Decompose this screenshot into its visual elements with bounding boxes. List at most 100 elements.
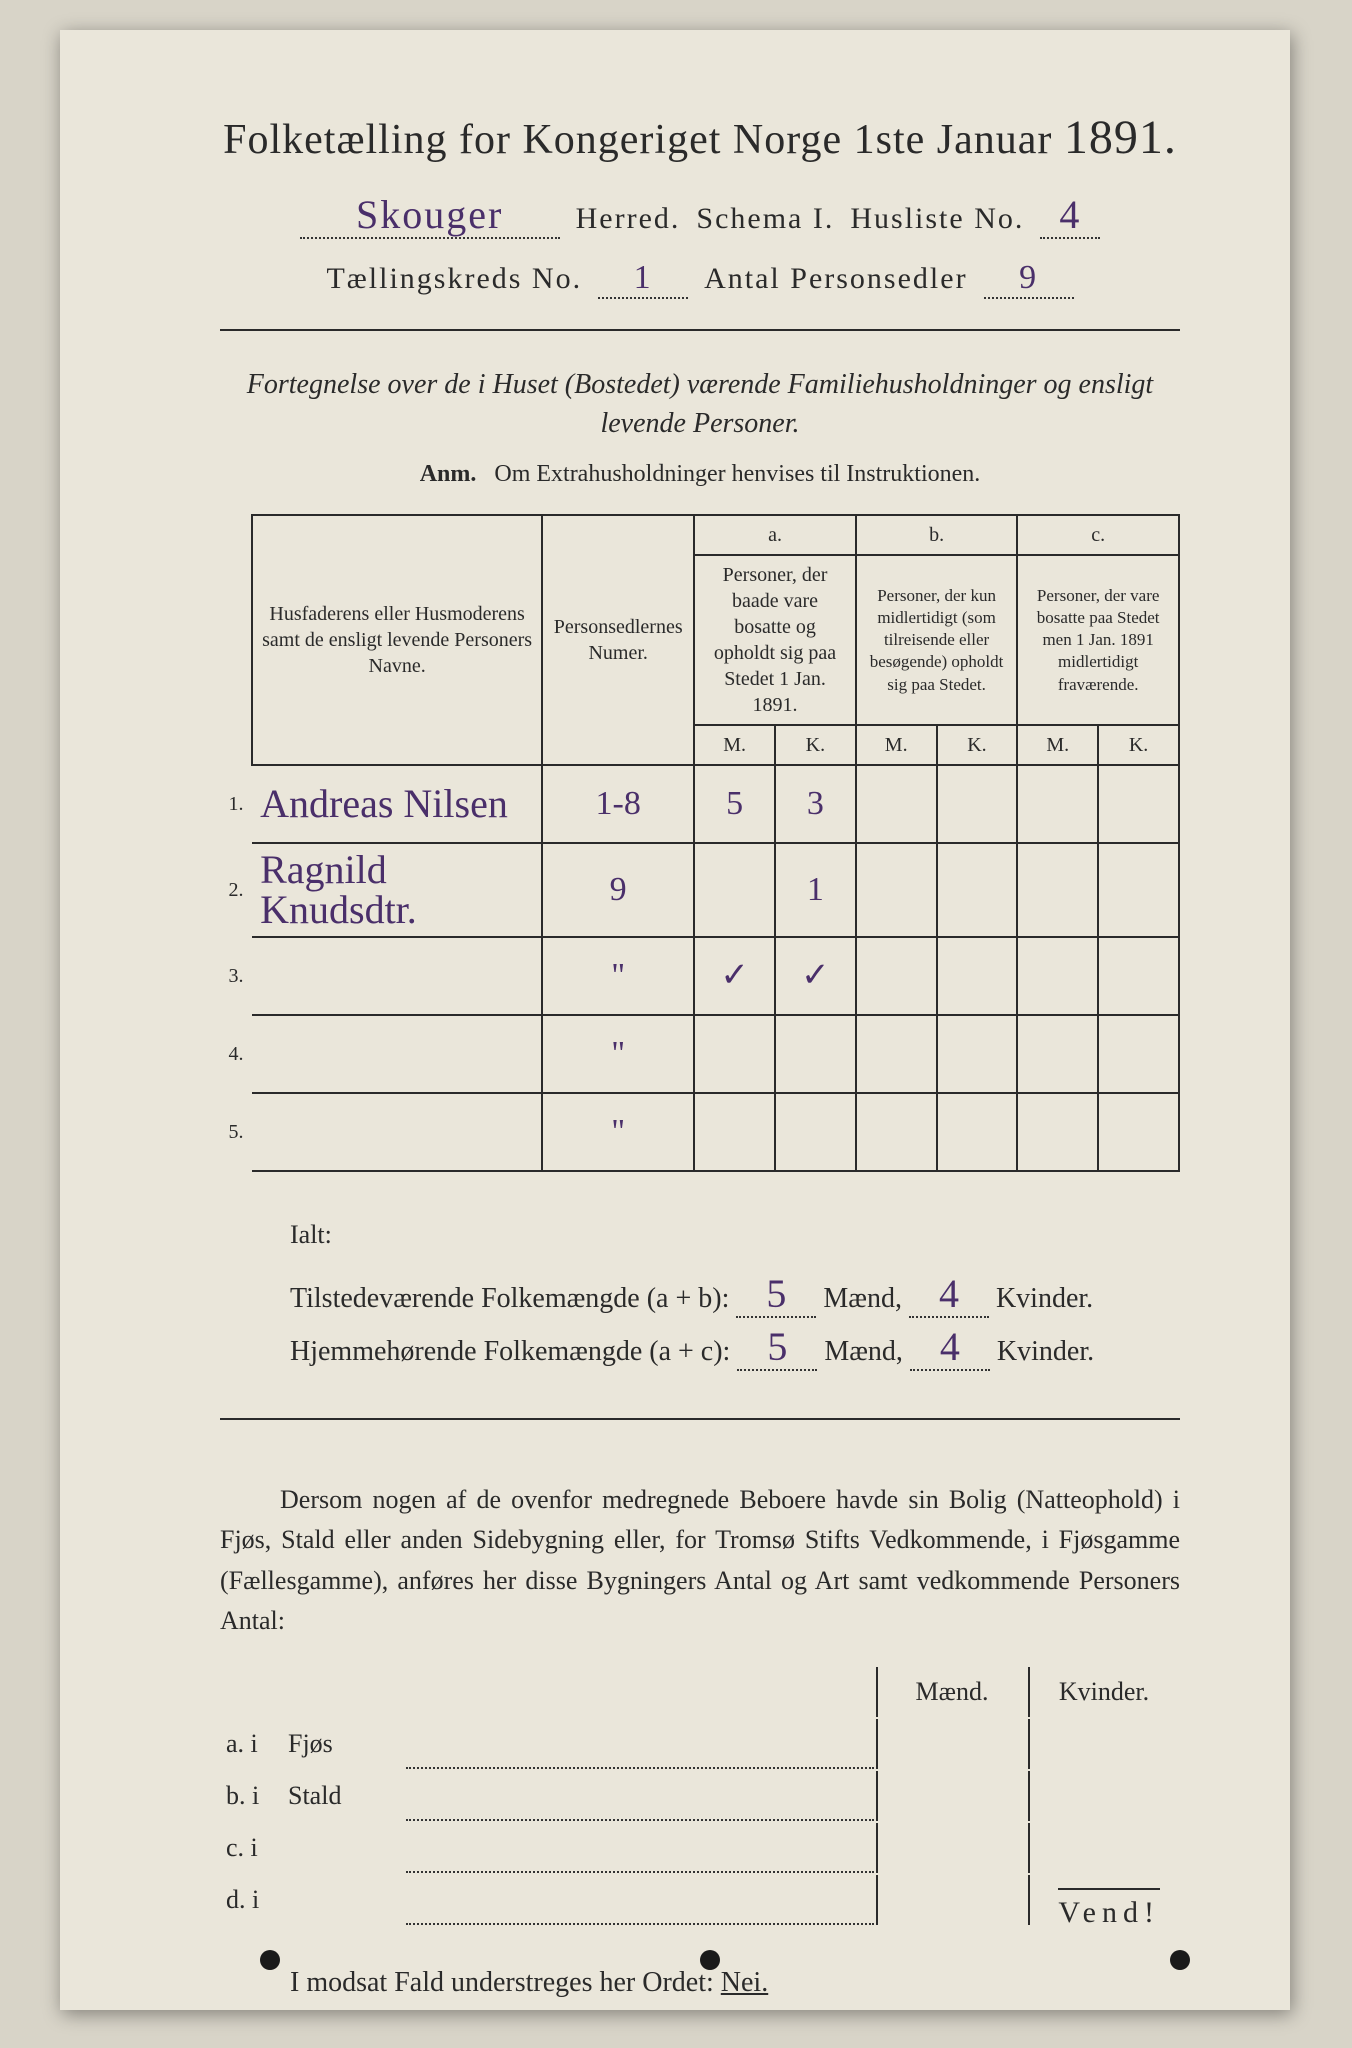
kvinder-label-2: Kvinder. — [997, 1336, 1094, 1367]
sec-head-k: Kvinder. — [1028, 1667, 1178, 1717]
b-m-cell — [856, 1015, 937, 1093]
b-m-cell — [856, 843, 937, 937]
kreds-label: Tællingskreds No. — [326, 262, 582, 296]
tilstede-line: Tilstedeværende Folkemængde (a + b): 5 M… — [290, 1272, 1180, 1325]
totals-block: Ialt: Tilstedeværende Folkemængde (a + b… — [220, 1210, 1180, 1378]
b-k-cell — [937, 765, 1018, 843]
col-b-k: K. — [937, 725, 1018, 765]
secondary-row: a. iFjøs — [222, 1719, 1178, 1769]
sec-m-cell — [876, 1823, 1026, 1873]
antal-handwritten: 9 — [984, 261, 1074, 299]
a-k-cell: ✓ — [775, 937, 856, 1015]
col-header-c: Personer, der vare bosatte paa Stedet me… — [1017, 555, 1179, 725]
c-k-cell — [1098, 1015, 1179, 1093]
nums-handwritten: 9 — [610, 871, 627, 908]
divider-2 — [220, 1418, 1180, 1420]
table-row: 4." — [220, 1015, 1179, 1093]
sec-type: Stald — [284, 1771, 404, 1821]
tilstede-label: Tilstedeværende Folkemængde (a + b): — [290, 1283, 729, 1314]
col-c-m: M. — [1017, 725, 1098, 765]
col-c-top: c. — [1017, 515, 1179, 555]
title-year: 1891. — [1064, 111, 1177, 164]
punch-hole — [1170, 1950, 1190, 1970]
herred-label: Herred. — [576, 202, 681, 236]
a-m-cell — [694, 1093, 775, 1171]
intro-line1: Fortegnelse over de i Huset (Bostedet) v… — [247, 369, 1153, 400]
kreds-handwritten: 1 — [598, 261, 688, 299]
name-cell — [252, 1093, 542, 1171]
sec-k-cell — [1028, 1771, 1178, 1821]
sec-m-cell — [876, 1771, 1026, 1821]
tilstede-m: 5 — [736, 1274, 816, 1318]
b-k-cell — [937, 843, 1018, 937]
sec-type: Fjøs — [284, 1719, 404, 1769]
a-k-cell — [775, 1015, 856, 1093]
c-k-cell — [1098, 1093, 1179, 1171]
page-title: Folketælling for Kongeriget Norge 1ste J… — [220, 110, 1180, 165]
census-form-page: Folketælling for Kongeriget Norge 1ste J… — [60, 30, 1290, 2010]
sec-label: c. i — [222, 1823, 282, 1873]
title-text: Folketælling for Kongeriget Norge 1ste J… — [223, 117, 1052, 163]
husliste-handwritten: 4 — [1040, 195, 1100, 239]
anm-text: Om Extrahusholdninger henvises til Instr… — [494, 461, 980, 487]
tilstede-k: 4 — [909, 1274, 989, 1318]
name-cell — [252, 937, 542, 1015]
hjemme-m: 5 — [737, 1327, 817, 1371]
nums-cell: 9 — [542, 843, 694, 937]
hjemme-line: Hjemmehørende Folkemængde (a + c): 5 Mæn… — [290, 1325, 1180, 1378]
main-table: Husfaderens eller Husmoderens samt de en… — [220, 514, 1180, 1172]
b-m-cell — [856, 1093, 937, 1171]
sec-m-cell — [876, 1875, 1026, 1925]
row-number: 3. — [220, 937, 252, 1015]
nums-handwritten: " — [611, 1113, 625, 1150]
secondary-row: b. iStald — [222, 1771, 1178, 1821]
name-cell — [252, 1015, 542, 1093]
a-m-cell: ✓ — [694, 937, 775, 1015]
nums-cell: 1-8 — [542, 765, 694, 843]
sec-label: a. i — [222, 1719, 282, 1769]
a-k-cell: 1 — [775, 843, 856, 937]
table-row: 2.Ragnild Knudsdtr.91 — [220, 843, 1179, 937]
c-k-cell — [1098, 843, 1179, 937]
maend-label-2: Mænd, — [824, 1336, 903, 1367]
ialt-label: Ialt: — [290, 1210, 1180, 1259]
sec-dots — [406, 1719, 874, 1769]
secondary-table: Mænd. Kvinder. a. iFjøsb. iStaldc. id. i — [220, 1665, 1180, 1927]
name-cell: Andreas Nilsen — [252, 765, 542, 843]
herred-handwritten: Skouger — [300, 195, 560, 239]
c-m-cell — [1017, 765, 1098, 843]
a-m-cell — [694, 843, 775, 937]
sec-type — [284, 1875, 404, 1925]
a-k-cell — [775, 1093, 856, 1171]
c-m-cell — [1017, 1093, 1098, 1171]
sec-label: d. i — [222, 1875, 282, 1925]
sec-k-cell — [1028, 1823, 1178, 1873]
maend-label-1: Mænd, — [823, 1283, 902, 1314]
schema-label: Schema I. — [696, 202, 834, 236]
name-cell: Ragnild Knudsdtr. — [252, 843, 542, 937]
anm-label: Anm. — [420, 461, 477, 487]
antal-label: Antal Personsedler — [704, 262, 967, 296]
col-c-k: K. — [1098, 725, 1179, 765]
hjemme-k: 4 — [910, 1327, 990, 1371]
name-handwritten: Ragnild Knudsdtr. — [260, 847, 417, 932]
c-m-cell — [1017, 843, 1098, 937]
c-m-cell — [1017, 1015, 1098, 1093]
name-handwritten: Andreas Nilsen — [260, 781, 508, 826]
intro-line2: levende Personer. — [600, 408, 799, 439]
hjemme-label: Hjemmehørende Folkemængde (a + c): — [290, 1336, 730, 1367]
b-k-cell — [937, 1093, 1018, 1171]
secondary-row: d. i — [222, 1875, 1178, 1925]
sec-dots — [406, 1875, 874, 1925]
nums-handwritten: 1-8 — [596, 785, 641, 822]
b-k-cell — [937, 1015, 1018, 1093]
nums-cell: " — [542, 937, 694, 1015]
row-number: 5. — [220, 1093, 252, 1171]
sec-label: b. i — [222, 1771, 282, 1821]
sec-dots — [406, 1771, 874, 1821]
c-k-cell — [1098, 937, 1179, 1015]
col-header-name: Husfaderens eller Husmoderens samt de en… — [252, 515, 542, 765]
sec-m-cell — [876, 1719, 1026, 1769]
b-m-cell — [856, 937, 937, 1015]
header-row-1: Skouger Herred. Schema I. Husliste No. 4 — [220, 195, 1180, 239]
